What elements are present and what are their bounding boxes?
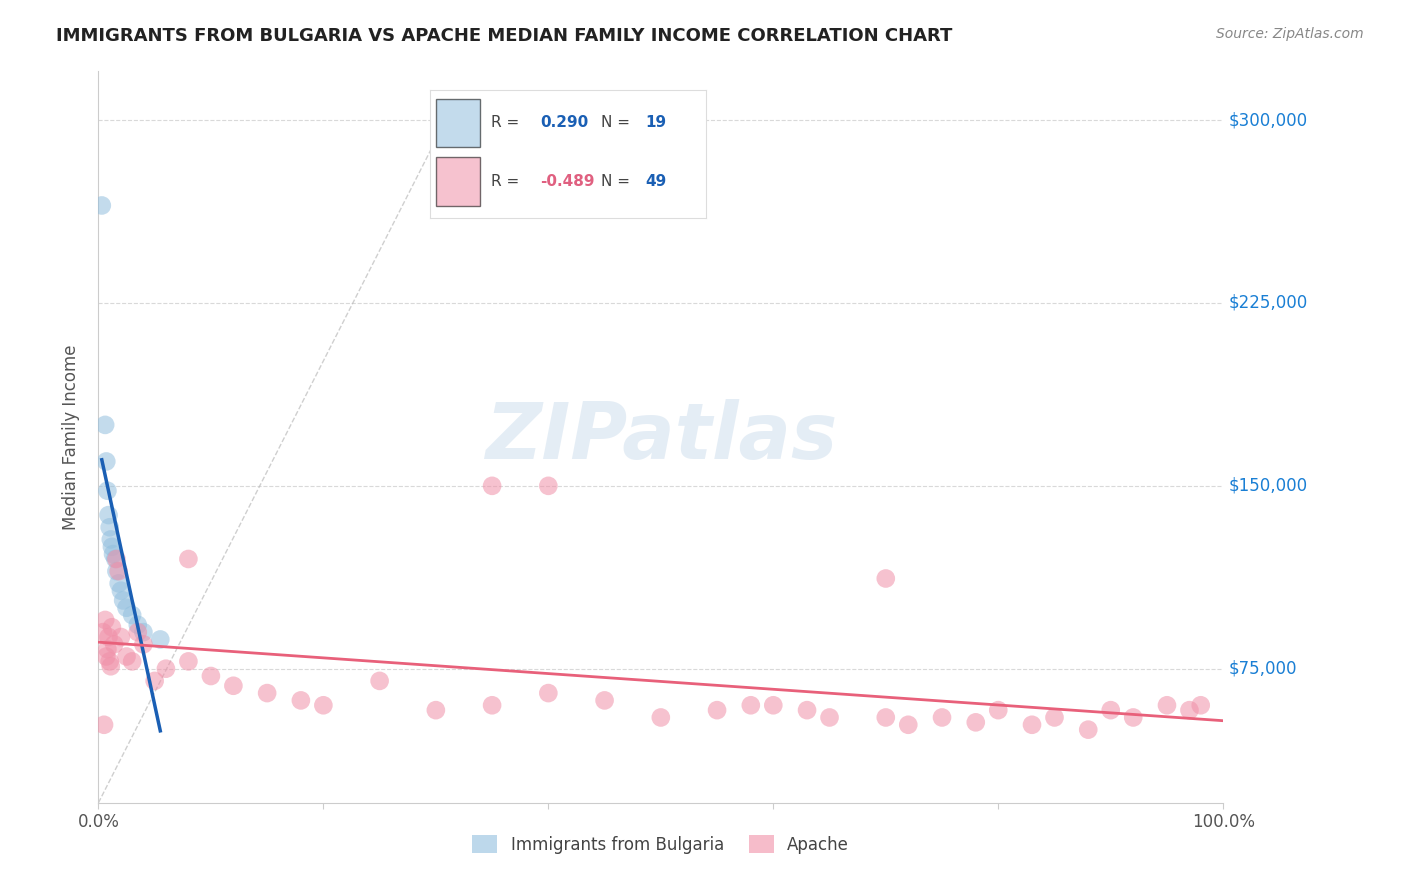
Point xyxy=(1021,718,1043,732)
Point xyxy=(155,662,177,676)
Point xyxy=(965,715,987,730)
Point xyxy=(97,630,120,644)
Point xyxy=(481,698,503,713)
Point xyxy=(875,572,897,586)
Point xyxy=(110,583,132,598)
Point xyxy=(105,552,128,566)
Point xyxy=(200,669,222,683)
Y-axis label: Median Family Income: Median Family Income xyxy=(62,344,80,530)
Point xyxy=(97,508,120,522)
Text: IMMIGRANTS FROM BULGARIA VS APACHE MEDIAN FAMILY INCOME CORRELATION CHART: IMMIGRANTS FROM BULGARIA VS APACHE MEDIA… xyxy=(56,27,953,45)
Point xyxy=(650,710,672,724)
Point xyxy=(256,686,278,700)
Point xyxy=(897,718,920,732)
Point xyxy=(107,576,129,591)
Point xyxy=(143,673,166,688)
Point xyxy=(931,710,953,724)
Point xyxy=(818,710,841,724)
Point xyxy=(127,617,149,632)
Point xyxy=(94,613,117,627)
Point xyxy=(132,637,155,651)
Point xyxy=(104,552,127,566)
Point xyxy=(101,547,124,561)
Point xyxy=(103,637,125,651)
Text: $150,000: $150,000 xyxy=(1229,477,1308,495)
Point xyxy=(368,673,391,688)
Point xyxy=(96,454,118,468)
Point xyxy=(593,693,616,707)
Point xyxy=(100,533,122,547)
Point xyxy=(96,483,118,498)
Point xyxy=(312,698,335,713)
Point xyxy=(177,654,200,668)
Text: $75,000: $75,000 xyxy=(1229,660,1298,678)
Point xyxy=(96,649,118,664)
Point xyxy=(149,632,172,647)
Point xyxy=(121,654,143,668)
Point xyxy=(112,593,135,607)
Point xyxy=(96,642,118,657)
Point xyxy=(740,698,762,713)
Point xyxy=(290,693,312,707)
Point xyxy=(115,600,138,615)
Point xyxy=(1178,703,1201,717)
Point xyxy=(93,718,115,732)
Point xyxy=(425,703,447,717)
Point xyxy=(875,710,897,724)
Point xyxy=(101,540,124,554)
Point xyxy=(132,625,155,640)
Text: $300,000: $300,000 xyxy=(1229,112,1308,129)
Point xyxy=(115,649,138,664)
Point xyxy=(98,520,121,534)
Point xyxy=(987,703,1010,717)
Point xyxy=(177,552,200,566)
Point xyxy=(107,564,129,578)
Point xyxy=(105,564,128,578)
Point xyxy=(481,479,503,493)
Point xyxy=(1122,710,1144,724)
Point xyxy=(127,625,149,640)
Point xyxy=(1156,698,1178,713)
Point xyxy=(100,659,122,673)
Point xyxy=(1077,723,1099,737)
Point xyxy=(90,198,112,212)
Point xyxy=(121,608,143,623)
Point xyxy=(537,479,560,493)
Point xyxy=(222,679,245,693)
Point xyxy=(1099,703,1122,717)
Legend: Immigrants from Bulgaria, Apache: Immigrants from Bulgaria, Apache xyxy=(465,829,856,860)
Text: $225,000: $225,000 xyxy=(1229,294,1308,312)
Point xyxy=(796,703,818,717)
Point xyxy=(762,698,785,713)
Point xyxy=(98,654,121,668)
Point xyxy=(101,620,124,634)
Point xyxy=(110,630,132,644)
Point xyxy=(91,625,114,640)
Point xyxy=(1043,710,1066,724)
Point xyxy=(706,703,728,717)
Text: ZIPatlas: ZIPatlas xyxy=(485,399,837,475)
Point xyxy=(94,417,117,432)
Point xyxy=(1189,698,1212,713)
Text: Source: ZipAtlas.com: Source: ZipAtlas.com xyxy=(1216,27,1364,41)
Point xyxy=(537,686,560,700)
